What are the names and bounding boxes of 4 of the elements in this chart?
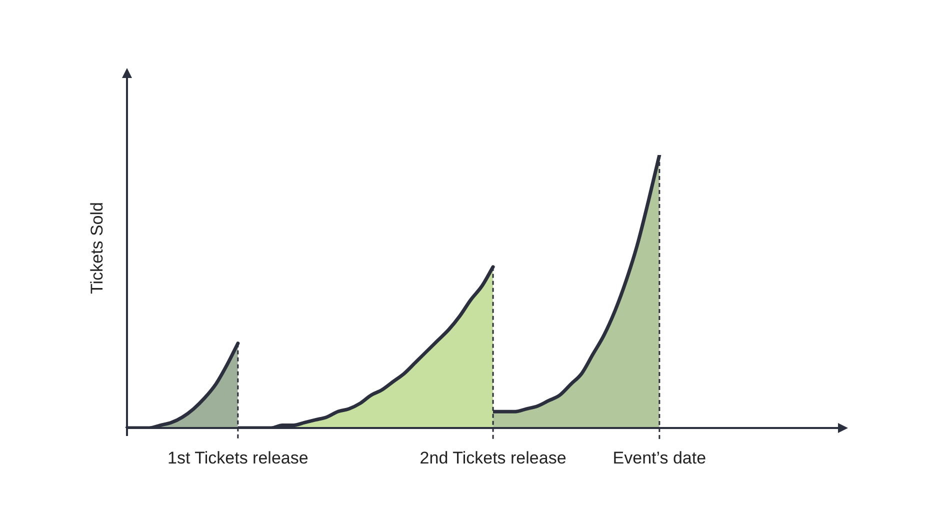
x-tick-label: Event’s date [612, 448, 706, 468]
y-axis-title: Tickets Sold [88, 202, 107, 294]
x-tick-label: 2nd Tickets release [420, 448, 566, 468]
x-tick-label: 1st Tickets release [168, 448, 308, 468]
